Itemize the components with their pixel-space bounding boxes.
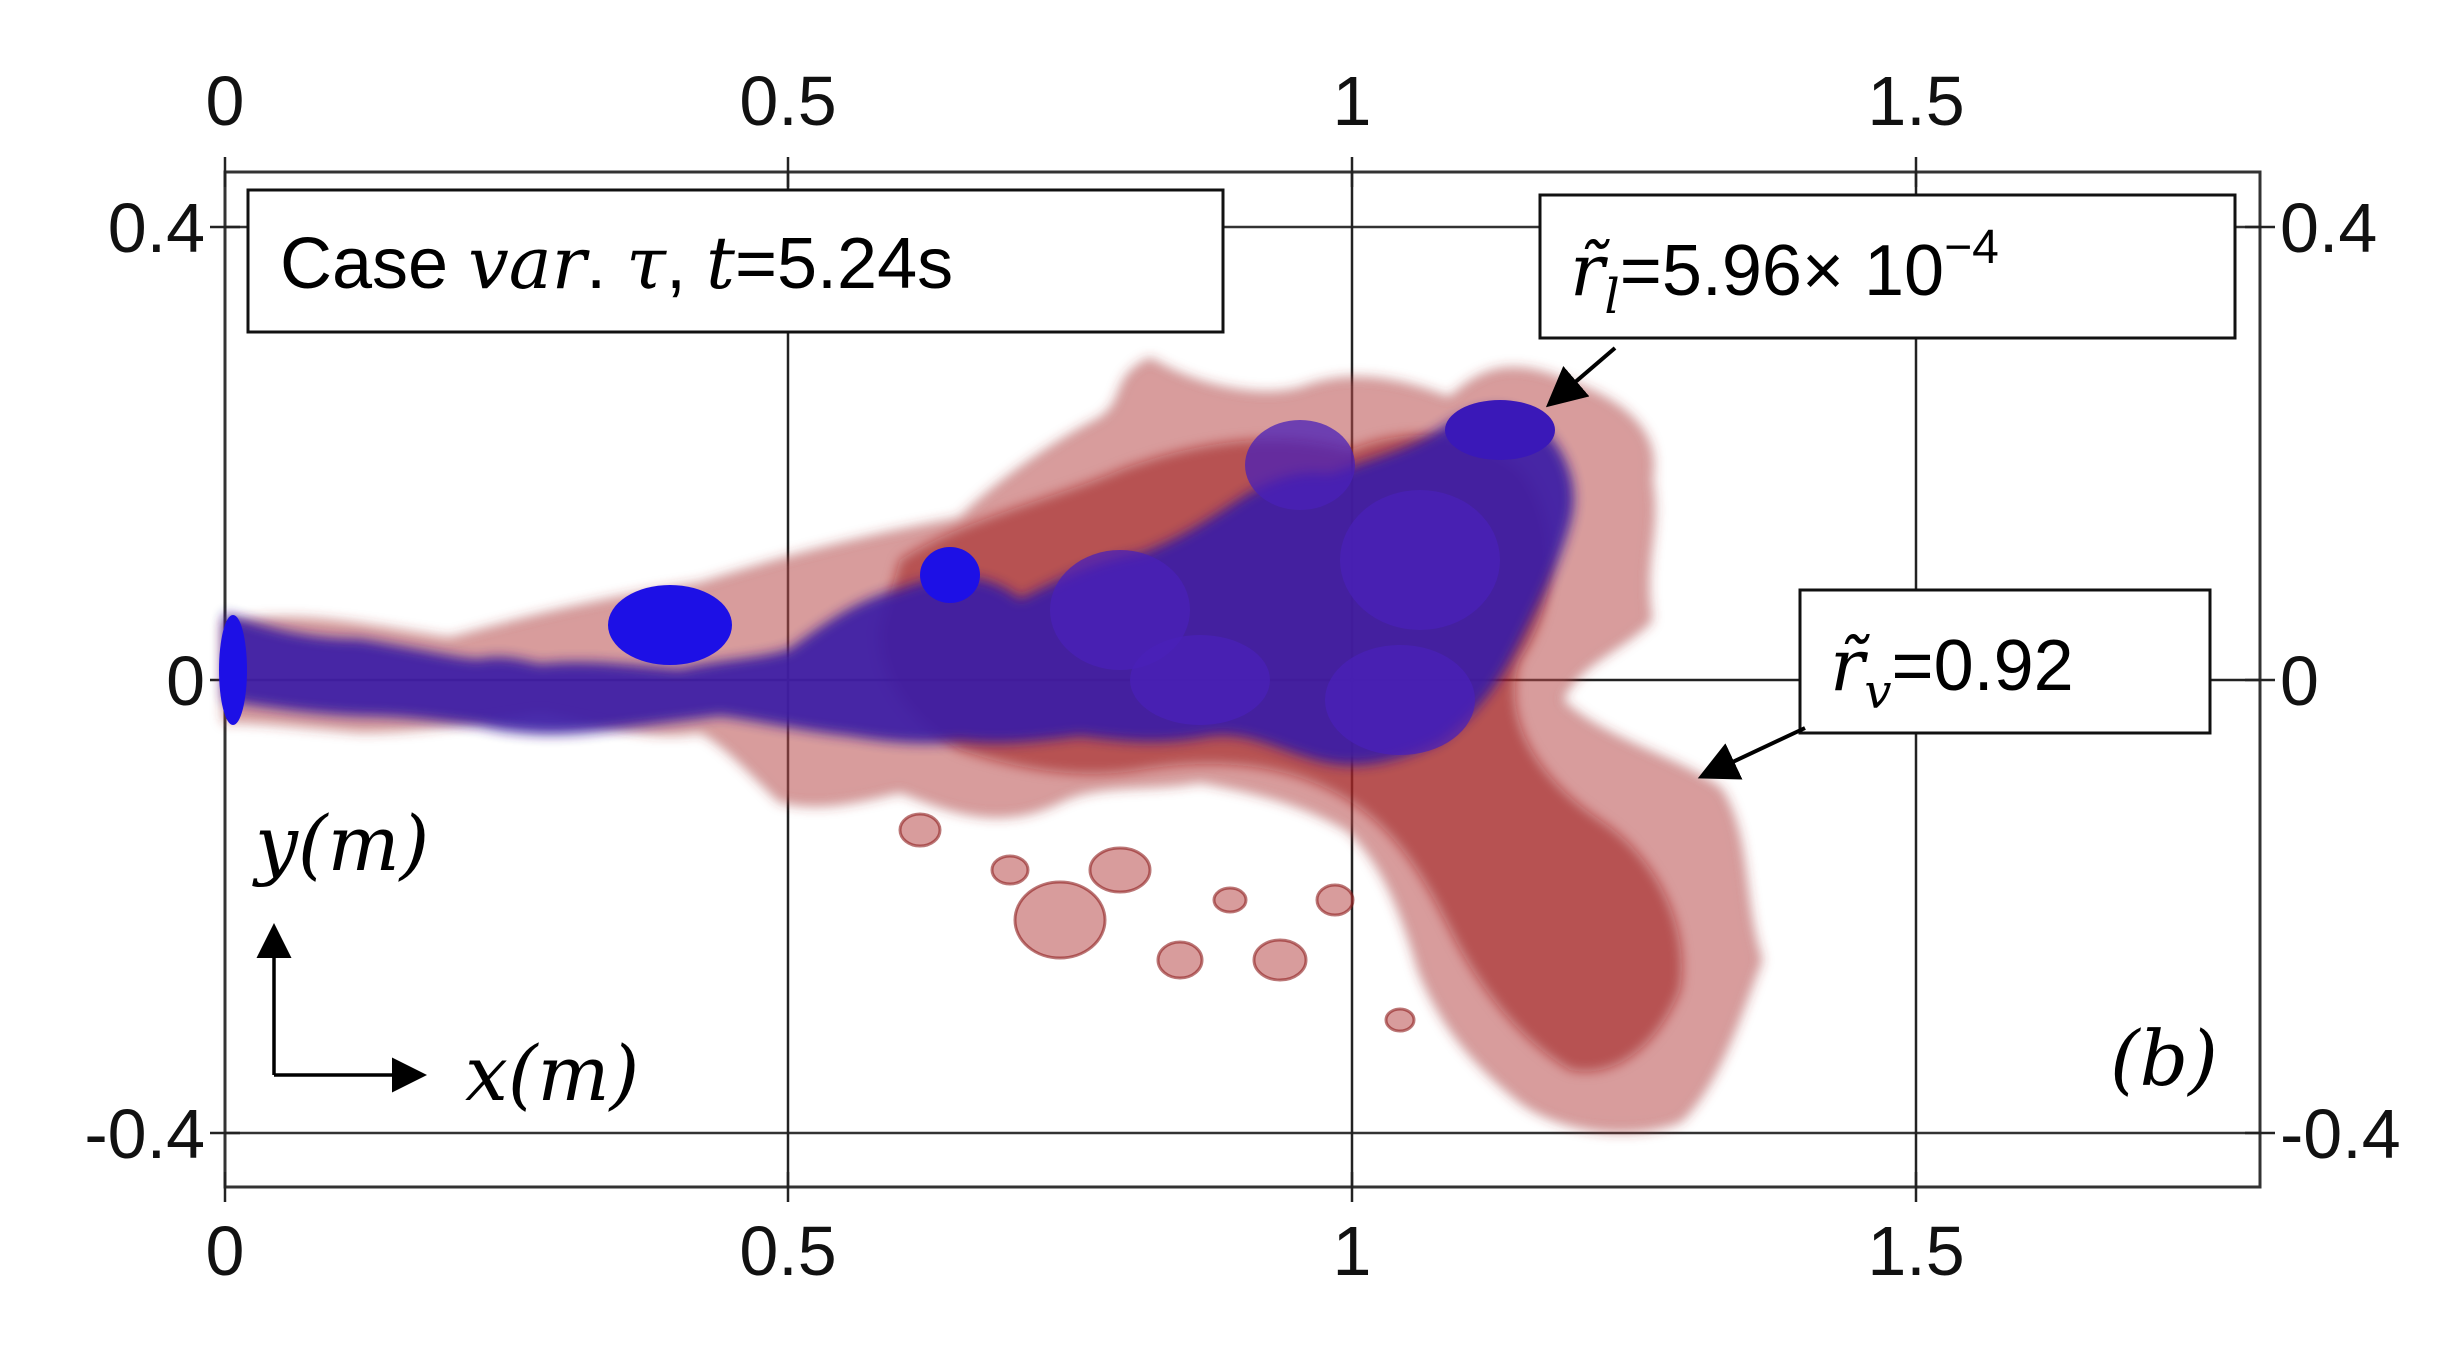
y-tick-labels-left: 0.4 0 -0.4 — [84, 189, 205, 1173]
y-tick-label: 0 — [2280, 642, 2319, 720]
case-t: t — [706, 221, 736, 305]
x-tick-label: 0 — [206, 62, 245, 140]
x-tick-label: 0.5 — [739, 1212, 836, 1290]
case-prefix: Case — [280, 224, 468, 304]
rl-value: =5.96× 10 — [1620, 231, 1944, 311]
axis-indicator: y(m) x(m) — [252, 799, 639, 1118]
liquid-isosurface — [219, 400, 1574, 765]
y-axis-label: y(m) — [252, 799, 429, 888]
rl-label-text: r̃l=5.96× 10−4 — [1570, 221, 1999, 325]
x-axis-label: x(m) — [465, 1029, 639, 1118]
y-tick-label: 0.4 — [2280, 189, 2377, 267]
y-tick-label: -0.4 — [84, 1095, 205, 1173]
case-comma: , — [666, 224, 706, 304]
case-label-text: Case var. τ, t=5.24s — [280, 221, 953, 305]
tick-marks — [210, 157, 2275, 1202]
x-tick-label: 0 — [206, 1212, 245, 1290]
case-var: var — [468, 221, 590, 305]
x-tick-label: 1 — [1333, 62, 1372, 140]
rv-arrow — [1697, 726, 1806, 780]
y-tick-label: 0 — [166, 642, 205, 720]
rl-exponent: −4 — [1944, 221, 1999, 274]
rv-value: =0.92 — [1892, 626, 2074, 706]
case-tau: τ — [626, 221, 667, 305]
y-tick-label: 0.4 — [108, 189, 205, 267]
rv-label-text: r̃v=0.92 — [1830, 623, 2074, 720]
rv-symbol: r̃ — [1830, 623, 1870, 707]
x-tick-label: 1 — [1333, 1212, 1372, 1290]
case-label-box: Case var. τ, t=5.24s — [246, 188, 1225, 334]
rl-symbol: r̃ — [1570, 228, 1610, 312]
x-tick-label: 0.5 — [739, 62, 836, 140]
y-tick-labels-right: 0.4 0 -0.4 — [2280, 189, 2401, 1173]
x-tick-label: 1.5 — [1867, 62, 1964, 140]
case-dot: . — [586, 224, 626, 304]
annotation-arrows — [1545, 346, 1806, 780]
x-tick-labels-bottom: 0 0.5 1 1.5 — [206, 1212, 1965, 1290]
x-tick-label: 1.5 — [1867, 1212, 1964, 1290]
rv-subscript: v — [1864, 664, 1891, 720]
rv-label-box: r̃v=0.92 — [1798, 588, 2212, 735]
rl-arrow — [1545, 346, 1617, 408]
x-tick-labels-top: 0 0.5 1 1.5 — [206, 62, 1965, 140]
panel-label: (b) — [2110, 1014, 2218, 1103]
rl-subscript: l — [1604, 269, 1619, 325]
case-time-value: =5.24s — [735, 224, 953, 304]
rl-label-box: r̃l=5.96× 10−4 — [1538, 193, 2237, 340]
y-tick-label: -0.4 — [2280, 1095, 2401, 1173]
